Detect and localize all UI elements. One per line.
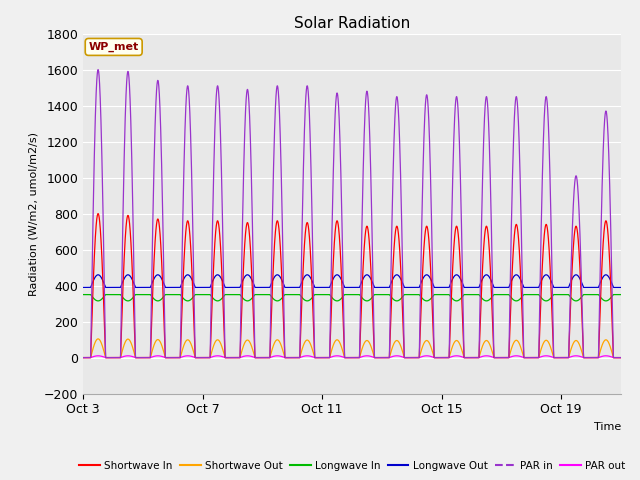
X-axis label: Time: Time: [593, 422, 621, 432]
Title: Solar Radiation: Solar Radiation: [294, 16, 410, 31]
Legend: Shortwave In, Shortwave Out, Longwave In, Longwave Out, PAR in, PAR out: Shortwave In, Shortwave Out, Longwave In…: [75, 456, 629, 475]
Y-axis label: Radiation (W/m2, umol/m2/s): Radiation (W/m2, umol/m2/s): [28, 132, 38, 296]
Text: WP_met: WP_met: [88, 42, 139, 52]
